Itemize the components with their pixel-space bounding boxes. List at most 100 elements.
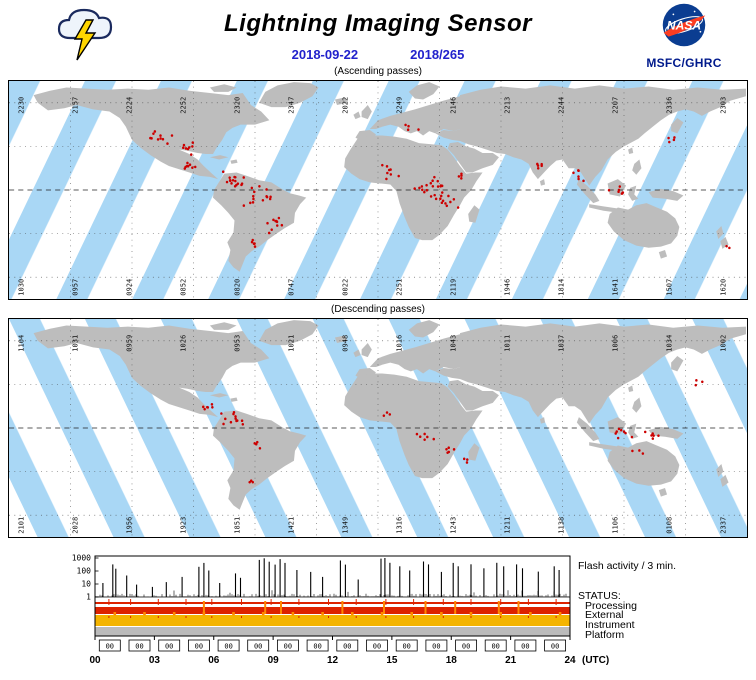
descending-caption: (Descending passes) xyxy=(331,304,425,315)
lightning-bolt-shape xyxy=(73,19,97,61)
svg-text:00: 00 xyxy=(462,643,470,651)
svg-text:00: 00 xyxy=(373,643,381,651)
svg-text:2119: 2119 xyxy=(450,279,458,296)
nasa-orbit-ellipse xyxy=(665,16,703,35)
svg-text:18: 18 xyxy=(446,655,458,666)
svg-text:0959: 0959 xyxy=(126,335,134,352)
svg-text:00: 00 xyxy=(521,643,529,651)
svg-text:2244: 2244 xyxy=(558,97,566,114)
svg-text:1923: 1923 xyxy=(180,517,188,534)
svg-text:0957: 0957 xyxy=(72,279,80,296)
svg-text:2230: 2230 xyxy=(18,97,26,114)
lightning-cloud-icon xyxy=(57,8,113,61)
svg-text:00: 00 xyxy=(106,643,114,651)
status-label: STATUS: xyxy=(578,590,621,602)
svg-text:2213: 2213 xyxy=(504,97,512,114)
status-row-platform: Platform xyxy=(585,629,625,641)
svg-text:2252: 2252 xyxy=(180,97,188,114)
svg-text:1349: 1349 xyxy=(342,517,350,534)
svg-text:0820: 0820 xyxy=(234,279,242,296)
ascending-caption: (Ascending passes) xyxy=(334,66,422,77)
status-row-external: External xyxy=(585,609,624,621)
descending-map-panel: 1104 1031 0959 1026 0953 1021 0948 1016 1043 1011… xyxy=(8,318,748,538)
svg-text:15: 15 xyxy=(386,655,398,666)
svg-text:2347: 2347 xyxy=(288,97,296,114)
svg-text:2028: 2028 xyxy=(72,517,80,534)
svg-text:00: 00 xyxy=(491,643,499,651)
date-row: 2018-09-22 2018/265 xyxy=(0,47,756,62)
svg-text:00: 00 xyxy=(165,643,173,651)
flash-activity-label: Flash activity / 3 min. xyxy=(578,560,677,572)
svg-text:0022: 0022 xyxy=(342,279,350,296)
svg-text:00: 00 xyxy=(254,643,262,651)
ascending-map-svg: 2230 2157 2224 2252 2320 2347 2022 2249 2146 2213… xyxy=(9,81,747,299)
date-iso: 2018-09-22 xyxy=(291,47,359,62)
page-title: Lightning Imaging Sensor xyxy=(224,10,532,37)
svg-text:1037: 1037 xyxy=(558,335,566,352)
svg-text:2303: 2303 xyxy=(720,97,728,114)
svg-text:1016: 1016 xyxy=(396,335,404,352)
svg-text:1030: 1030 xyxy=(18,279,26,296)
status-row-processing: Processing xyxy=(585,600,637,612)
ascending-map-panel: 2230 2157 2224 2252 2320 2347 2022 2249 2146 2213… xyxy=(8,80,748,300)
svg-text:0852: 0852 xyxy=(180,279,188,296)
svg-text:00: 00 xyxy=(343,643,351,651)
svg-text:0747: 0747 xyxy=(288,279,296,296)
svg-text:21: 21 xyxy=(505,655,517,666)
svg-text:1507: 1507 xyxy=(666,279,674,296)
svg-text:1946: 1946 xyxy=(504,279,512,296)
svg-text:100: 100 xyxy=(77,567,92,576)
nasa-swoosh xyxy=(663,15,706,37)
svg-text:2251: 2251 xyxy=(396,279,404,296)
svg-text:2337: 2337 xyxy=(720,517,728,534)
flash-dots xyxy=(202,379,704,484)
svg-text:1000: 1000 xyxy=(72,554,91,563)
svg-text:1211: 1211 xyxy=(504,517,512,534)
svg-text:2224: 2224 xyxy=(126,97,134,114)
nasa-logo-text: NASA xyxy=(667,18,701,32)
svg-text:00: 00 xyxy=(551,643,559,651)
svg-text:2146: 2146 xyxy=(450,97,458,114)
svg-text:0108: 0108 xyxy=(666,517,674,534)
svg-text:0924: 0924 xyxy=(126,279,134,296)
svg-text:1011: 1011 xyxy=(504,335,512,352)
flash-dots xyxy=(149,123,731,250)
nasa-block: NASA MSFC/GHRC xyxy=(636,2,732,70)
svg-text:1021: 1021 xyxy=(288,335,296,352)
svg-text:1138: 1138 xyxy=(558,517,566,534)
svg-text:1956: 1956 xyxy=(126,517,134,534)
svg-text:1104: 1104 xyxy=(18,335,26,352)
svg-text:03: 03 xyxy=(149,655,161,666)
svg-text:1031: 1031 xyxy=(72,335,80,352)
svg-text:2320: 2320 xyxy=(234,97,242,114)
svg-text:1043: 1043 xyxy=(450,335,458,352)
svg-text:1243: 1243 xyxy=(450,517,458,534)
svg-text:00: 00 xyxy=(135,643,143,651)
svg-text:1006: 1006 xyxy=(612,335,620,352)
svg-text:12: 12 xyxy=(327,655,339,666)
pass-time-labels: 2230 2157 2224 2252 2320 2347 2022 2249 2146 2213… xyxy=(18,97,728,296)
svg-text:2101: 2101 xyxy=(18,517,26,534)
svg-text:1316: 1316 xyxy=(396,517,404,534)
svg-text:(UTC): (UTC) xyxy=(582,655,609,666)
svg-text:00: 00 xyxy=(195,643,203,651)
svg-text:1034: 1034 xyxy=(666,335,674,352)
svg-text:00: 00 xyxy=(313,643,321,651)
svg-text:0948: 0948 xyxy=(342,335,350,352)
descending-map-svg: 1104 1031 0959 1026 0953 1021 0948 1016 1043 1011… xyxy=(9,319,747,537)
svg-text:0953: 0953 xyxy=(234,335,242,352)
svg-text:24: 24 xyxy=(564,655,576,666)
pass-time-labels: 1104 1031 0959 1026 0953 1021 0948 1016 1043 1011… xyxy=(18,335,728,534)
org-label: MSFC/GHRC xyxy=(646,56,722,70)
svg-text:2336: 2336 xyxy=(666,97,674,114)
svg-text:06: 06 xyxy=(208,655,220,666)
svg-text:2207: 2207 xyxy=(612,97,620,114)
svg-text:1814: 1814 xyxy=(558,279,566,296)
svg-text:2022: 2022 xyxy=(342,97,350,114)
svg-text:09: 09 xyxy=(268,655,280,666)
svg-text:00: 00 xyxy=(432,643,440,651)
status-row-instrument: Instrument xyxy=(585,619,635,631)
date-doy: 2018/265 xyxy=(410,47,465,62)
